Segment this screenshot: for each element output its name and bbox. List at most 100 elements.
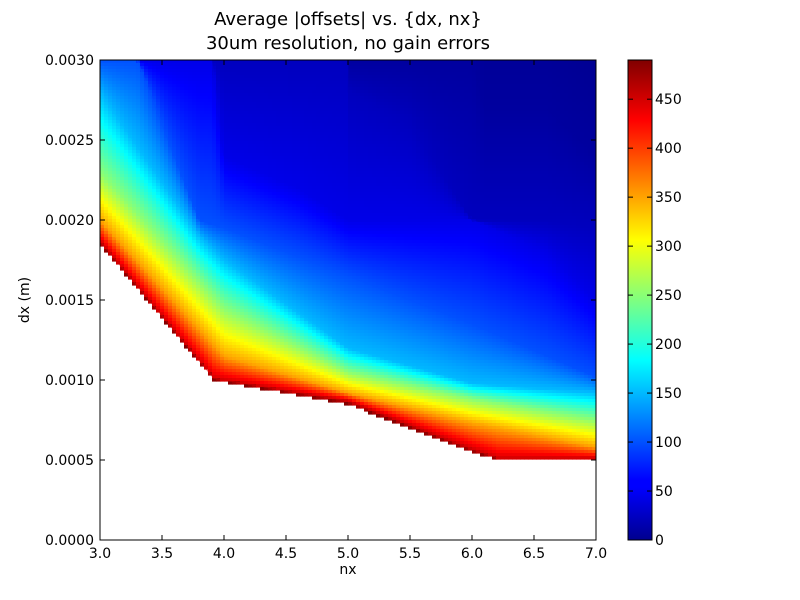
heatmap-cell	[220, 288, 225, 292]
heatmap-cell	[276, 309, 281, 313]
heatmap-cell	[208, 219, 213, 223]
heatmap-cell	[112, 255, 117, 259]
heatmap-cell	[284, 126, 289, 130]
heatmap-cell	[244, 378, 249, 382]
heatmap-cell	[276, 210, 281, 214]
heatmap-cell	[152, 117, 157, 121]
heatmap-cell	[268, 264, 273, 268]
heatmap-cell	[276, 81, 281, 85]
heatmap-cell	[116, 174, 121, 178]
heatmap-cell	[100, 123, 105, 127]
heatmap-cell	[252, 177, 257, 181]
heatmap-cell	[108, 207, 113, 211]
heatmap-cell	[276, 255, 281, 259]
heatmap-cell	[244, 99, 249, 103]
heatmap-cell	[220, 360, 225, 364]
heatmap-cell	[220, 312, 225, 316]
heatmap-cell	[248, 258, 253, 262]
heatmap-cell	[212, 162, 217, 166]
heatmap-cell	[268, 123, 273, 127]
heatmap-cell	[256, 75, 261, 79]
heatmap-cell	[292, 258, 297, 262]
heatmap-cell	[164, 279, 169, 283]
heatmap-cell	[216, 354, 221, 358]
heatmap-cell	[296, 378, 301, 382]
heatmap-cell	[204, 189, 209, 193]
heatmap-cell	[260, 276, 265, 280]
heatmap-cell	[160, 309, 165, 313]
heatmap-cell	[276, 327, 281, 331]
heatmap-cell	[284, 189, 289, 193]
heatmap-cell	[216, 138, 221, 142]
heatmap-cell	[228, 270, 233, 274]
heatmap-cell	[296, 240, 301, 244]
heatmap-cell	[184, 138, 189, 142]
heatmap-cell	[172, 63, 177, 67]
heatmap-cell	[200, 267, 205, 271]
heatmap-cell	[288, 159, 293, 163]
heatmap-cell	[136, 114, 141, 118]
heatmap-cell	[288, 318, 293, 322]
heatmap-cell	[140, 114, 145, 118]
heatmap-cell	[184, 144, 189, 148]
heatmap-cell	[256, 345, 261, 349]
heatmap-cell	[280, 156, 285, 160]
heatmap-cell	[304, 177, 309, 181]
heatmap-cell	[240, 138, 245, 142]
heatmap-cell	[240, 261, 245, 265]
heatmap-cell	[276, 96, 281, 100]
heatmap-cell	[156, 126, 161, 130]
heatmap-cell	[148, 66, 153, 70]
heatmap-cell	[304, 162, 309, 166]
heatmap-cell	[256, 261, 261, 265]
heatmap-cell	[276, 105, 281, 109]
heatmap-cell	[176, 288, 181, 292]
heatmap-cell	[280, 207, 285, 211]
heatmap-cell	[160, 279, 165, 283]
heatmap-cell	[284, 186, 289, 190]
heatmap-cell	[304, 381, 309, 385]
heatmap-cell	[200, 174, 205, 178]
heatmap-cell	[172, 315, 177, 319]
heatmap-cell	[136, 222, 141, 226]
heatmap-cell	[292, 360, 297, 364]
heatmap-cell	[232, 336, 237, 340]
heatmap-cell	[156, 228, 161, 232]
heatmap-cell	[272, 315, 277, 319]
heatmap-cell	[272, 111, 277, 115]
heatmap-cell	[188, 105, 193, 109]
heatmap-cell	[280, 171, 285, 175]
heatmap-cell	[112, 144, 117, 148]
heatmap-cell	[200, 90, 205, 94]
heatmap-cell	[300, 231, 305, 235]
heatmap-cell	[192, 330, 197, 334]
heatmap-cell	[108, 210, 113, 214]
heatmap-cell	[144, 255, 149, 259]
heatmap-cell	[212, 192, 217, 196]
heatmap-cell	[252, 306, 257, 310]
heatmap-cell	[284, 249, 289, 253]
heatmap-cell	[264, 96, 269, 100]
heatmap-cell	[256, 171, 261, 175]
heatmap-cell	[204, 309, 209, 313]
heatmap-cell	[272, 306, 277, 310]
heatmap-cell	[192, 147, 197, 151]
heatmap-cell	[220, 156, 225, 160]
heatmap-cell	[304, 129, 309, 133]
heatmap-cell	[228, 333, 233, 337]
heatmap-cell	[168, 159, 173, 163]
heatmap-cell	[236, 369, 241, 373]
heatmap-cell	[276, 213, 281, 217]
heatmap-cell	[144, 66, 149, 70]
heatmap-cell	[268, 75, 273, 79]
heatmap-cell	[180, 96, 185, 100]
heatmap-cell	[108, 231, 113, 235]
heatmap-cell	[268, 297, 273, 301]
heatmap-cell	[292, 60, 297, 64]
heatmap-cell	[160, 75, 165, 79]
heatmap-cell	[300, 177, 305, 181]
heatmap-cell	[228, 114, 233, 118]
heatmap-cell	[304, 180, 309, 184]
heatmap-cell	[236, 129, 241, 133]
heatmap-cell	[148, 261, 153, 265]
